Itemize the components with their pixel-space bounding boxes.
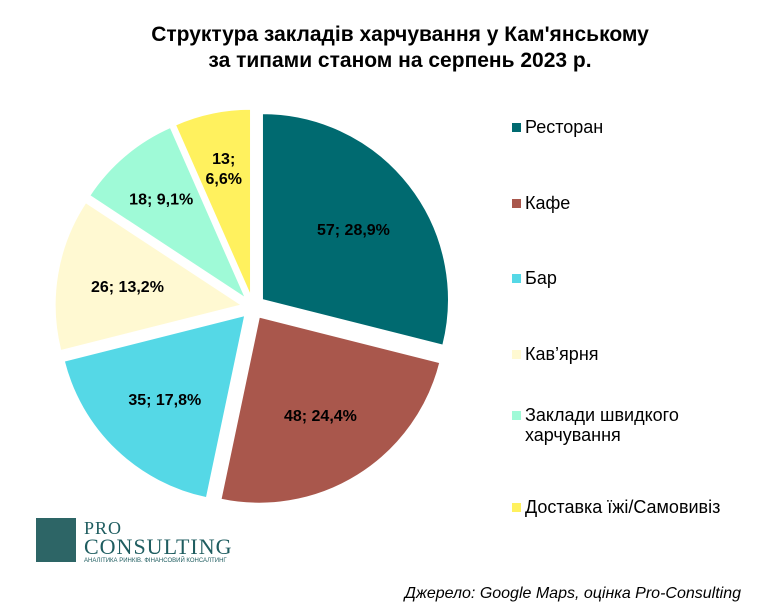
legend-label: Ресторан [525, 117, 603, 137]
legend-label-line: Кав’ярня [525, 344, 599, 364]
legend-item-6: Доставка їжі/Самовивіз [512, 497, 720, 517]
legend-label-line: Ресторан [525, 117, 604, 137]
legend-label-line: Кафе [525, 193, 571, 213]
legend-swatch [512, 199, 521, 208]
legend-swatch [512, 123, 521, 132]
logo-tagline: АНАЛІТИКА РИНКІВ. ФІНАНСОВИЙ КОНСАЛТИНГ [84, 558, 227, 564]
chart-title-line-1: Структура закладів харчування у Кам'янсь… [151, 23, 649, 46]
legend-label: Кав’ярня [525, 344, 599, 364]
chart-title-line-2: за типами станом на серпень 2023 р. [208, 49, 592, 72]
legend-label: Заклади швидкого харчування [525, 405, 679, 445]
logo-text-pro: PRO [84, 518, 123, 538]
legend-label: Доставка їжі/Самовивіз [525, 497, 720, 517]
legend-swatch [512, 350, 521, 359]
pie-slice-5 [89, 126, 247, 300]
legend-label-line: Заклади швидкого [525, 405, 679, 425]
pie-slice-3 [63, 314, 246, 499]
legend-item-1: Ресторан [512, 117, 603, 137]
legend-label-line: Бар [525, 268, 557, 288]
legend-label: Бар [525, 268, 557, 288]
logo-horse-icon [36, 518, 76, 562]
pie-slice-6 [174, 108, 252, 296]
legend-swatch [512, 503, 521, 512]
legend-item-4: Кав’ярня [512, 344, 599, 364]
pie-slice-2 [220, 316, 441, 504]
legend-label-line: харчування [525, 425, 621, 445]
logo-text-consulting: CONSULTING [84, 534, 233, 559]
legend-swatch [512, 274, 521, 283]
pie-data-label-5: 18; 9,1% [129, 191, 193, 208]
pie-data-label-6: 13; 6,6% [205, 151, 241, 188]
legend-item-5: Заклади швидкого харчування [512, 405, 679, 445]
legend-item-3: Бар [512, 268, 557, 288]
pie-data-label-2: 48; 24,4% [284, 408, 357, 425]
legend-label: Кафе [525, 193, 570, 213]
pie-data-label-4: 26; 13,2% [91, 279, 164, 296]
chart-title: Структура закладів харчування у Кам'янсь… [0, 22, 763, 74]
pro-consulting-logo: PRO CONSULTING АНАЛІТИКА РИНКІВ. ФІНАНСО… [36, 518, 246, 566]
pie-slice-1 [261, 113, 449, 346]
pie-slice-4 [54, 202, 243, 352]
source-note: Джерело: Google Maps, оцінка Pro-Consult… [404, 585, 741, 602]
legend-label-line: Доставка їжі/Самовивіз [525, 497, 721, 517]
pie-data-label-3: 35; 17,8% [128, 392, 201, 409]
pie-data-label-1: 57; 28,9% [317, 222, 390, 239]
legend-swatch [512, 411, 521, 420]
legend-item-2: Кафе [512, 193, 570, 213]
